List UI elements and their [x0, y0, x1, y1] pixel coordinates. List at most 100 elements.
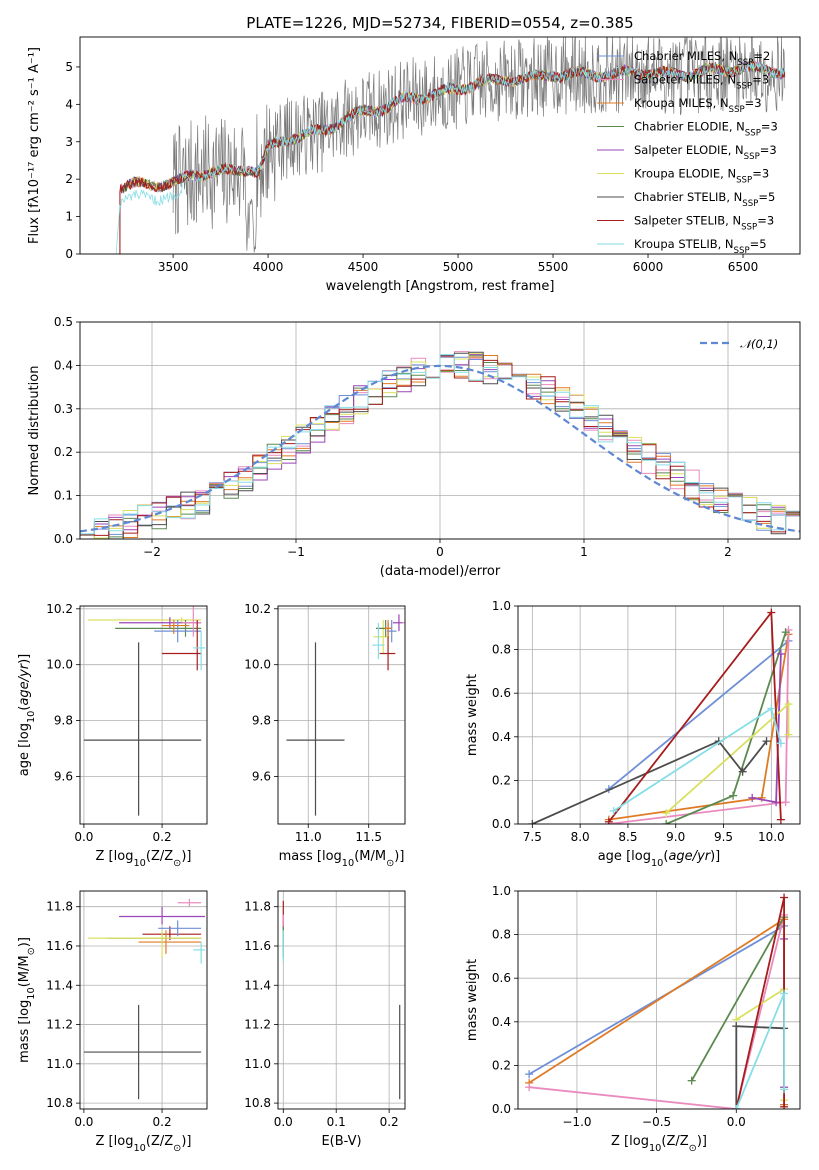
legend: 𝒩(0,1): [700, 337, 778, 351]
x-tick-label: 0: [436, 545, 444, 559]
plot-area: [83, 898, 206, 1100]
weight-marker: [732, 1022, 741, 1031]
weight-marker: [767, 608, 776, 617]
panel-mass_vs_ebv: 0.0 0.1 0.2 10.8 11.0 11.2 11.4 11.6 11.8 E(B-V): [244, 890, 406, 1149]
y-tick-label: 0.8: [492, 928, 511, 942]
panel-mass_weight_vs_age: 7.5 8.0 8.5 9.0 9.5 10.0 0.0 0.2 0.4 0.6 0.8 1.0 age…: [465, 599, 801, 869]
x-tick-label: 5000: [443, 260, 474, 274]
y-tick-label: 0: [65, 247, 73, 261]
y-axis-label: mass [log10(M/M⊙)]: [17, 937, 37, 1063]
point-7: [181, 606, 202, 637]
point-8: [162, 619, 202, 671]
x-axis-label: mass [log10(M/M⊙)]: [279, 849, 405, 869]
chart-title: PLATE=1226, MJD=52734, FIBERID=0554, z=0…: [246, 14, 633, 32]
y-tick-label: 11.2: [244, 1018, 271, 1032]
weight-marker: [604, 817, 613, 824]
plot-area: [80, 351, 800, 539]
model-line-9: [115, 62, 786, 254]
y-tick-label: 10.0: [46, 658, 73, 672]
plot-area: [115, 37, 786, 254]
plot-area: [286, 614, 405, 816]
point-5: [158, 920, 202, 937]
y-tick-label: 10.2: [46, 602, 73, 616]
weight-marker: [781, 628, 790, 637]
weight-marker: [776, 649, 785, 658]
weight-series-8: [604, 608, 785, 824]
x-tick-label: 5500: [538, 260, 569, 274]
x-tick-label: 0.1: [327, 1115, 346, 1129]
legend-label: Kroupa ELODIE, NSSP=3: [634, 167, 769, 186]
y-tick-label: 11.8: [244, 900, 271, 914]
x-tick-label: −1: [287, 545, 305, 559]
legend-label: Chabrier ELODIE, NSSP=3: [634, 120, 778, 139]
point-2: [177, 898, 202, 907]
legend-label: Salpeter STELIB, NSSP=3: [634, 214, 774, 233]
panel-mass_weight_vs_Z: −1.0 −0.5 0.0 0.0 0.2 0.4 0.6 0.8 1.0 Z [log10(Z/…: [465, 884, 801, 1154]
x-tick-label: 2: [724, 545, 732, 559]
weight-series-2: [604, 630, 793, 824]
y-tick-label: 0.0: [492, 817, 511, 831]
axes-frame: [517, 890, 801, 1110]
point-6: [162, 619, 190, 634]
weight-marker: [767, 704, 776, 713]
y-tick-label: 0.6: [492, 686, 511, 700]
axes-frame: [79, 605, 208, 825]
y-tick-label: 4: [65, 97, 73, 111]
y-tick-label: 0.8: [492, 643, 511, 657]
x-tick-label: 11.0: [295, 830, 322, 844]
weight-marker: [776, 815, 785, 824]
legend-label: Salpeter ELODIE, NSSP=3: [634, 143, 777, 162]
weight-marker: [780, 1102, 789, 1109]
y-tick-label: 0.6: [492, 971, 511, 985]
point-1: [83, 1004, 202, 1100]
panel-age_vs_mass: 11.0 11.5 9.6 9.8 10.0 10.2 mass [log10(M/M⊙)]: [244, 602, 406, 869]
weight-marker: [776, 739, 785, 748]
weight-marker: [732, 1105, 741, 1109]
y-axis-label: mass weight: [465, 959, 480, 1041]
x-axis-label: (data-model)/error: [380, 564, 501, 579]
normal-reference-line: [80, 364, 800, 533]
y-tick-label: 11.8: [46, 900, 73, 914]
legend-label: Chabrier MILES, NSSP=2: [634, 49, 770, 68]
weight-series-6: [662, 700, 793, 818]
weight-marker: [780, 1085, 789, 1094]
weight-series-9: [609, 704, 785, 815]
legend-label: Kroupa STELIB, NSSP=5: [634, 237, 767, 256]
x-tick-label: 9.5: [714, 830, 733, 844]
x-tick-label: 0.0: [74, 1115, 93, 1129]
weight-marker: [738, 767, 747, 776]
y-tick-label: 10.2: [244, 602, 271, 616]
x-tick-label: 0.0: [727, 1115, 746, 1129]
legend-label: Salpeter MILES, NSSP=3: [634, 73, 769, 92]
point-6: [379, 622, 396, 671]
y-tick-label: 5: [65, 60, 73, 74]
y-tick-label: 0.2: [492, 773, 511, 787]
y-tick-label: 11.0: [46, 1057, 73, 1071]
x-tick-label: 10.0: [758, 830, 785, 844]
axes-frame: [79, 890, 208, 1110]
weight-line: [690, 916, 785, 1082]
x-tick-label: 8.5: [618, 830, 637, 844]
legend-label: Chabrier STELIB, NSSP=5: [634, 190, 775, 209]
weight-marker: [784, 730, 793, 739]
x-tick-label: 0.0: [274, 1115, 293, 1129]
y-tick-label: 1.0: [492, 884, 511, 898]
weight-marker: [687, 1076, 696, 1085]
y-axis-label: age [log10(age/yr)]: [17, 654, 37, 777]
legend: Chabrier MILES, NSSP=2 Salpeter MILES, NS…: [597, 49, 778, 256]
x-tick-label: 6000: [633, 260, 664, 274]
y-tick-label: 0.1: [54, 489, 73, 503]
panel-age_vs_Z: 0.0 0.2 9.6 9.8 10.0 10.2 Z [log10(Z/Z⊙)] age […: [17, 602, 208, 869]
y-tick-label: 9.8: [54, 714, 73, 728]
axes-frame: [79, 36, 801, 255]
weight-marker: [609, 806, 618, 815]
plot-area: [83, 606, 206, 816]
weight-series-1: [604, 636, 793, 794]
weight-marker: [748, 793, 757, 802]
point-9: [193, 631, 206, 671]
y-tick-label: 0.2: [54, 445, 73, 459]
x-tick-label: −0.5: [642, 1115, 671, 1129]
point-2: [373, 619, 390, 654]
weight-marker: [780, 893, 789, 902]
